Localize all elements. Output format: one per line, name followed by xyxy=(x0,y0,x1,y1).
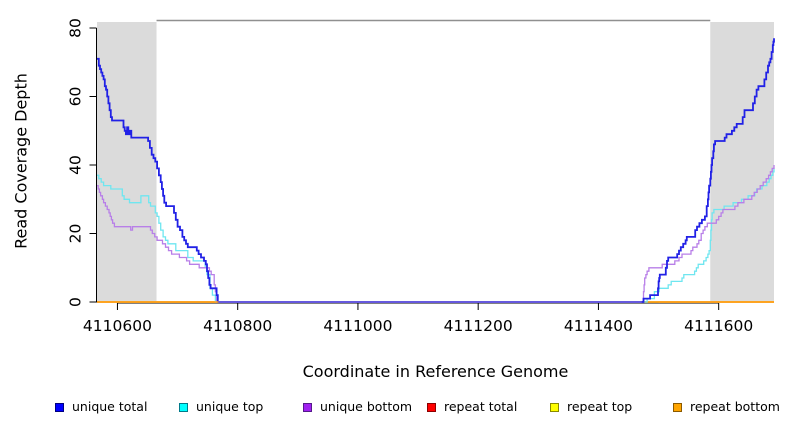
legend-label: repeat top xyxy=(567,399,633,414)
x-tick-label: 4111600 xyxy=(684,317,753,335)
legend-label: repeat bottom xyxy=(690,399,780,414)
series-line-unique-top xyxy=(97,168,775,303)
x-tick-label: 4110800 xyxy=(203,317,272,335)
y-tick-label: 0 xyxy=(67,297,85,307)
legend-item-repeat-bottom: repeat bottom xyxy=(673,396,780,418)
x-tick-label: 4111400 xyxy=(564,317,633,335)
legend-swatch-unique-bottom xyxy=(303,402,312,412)
coverage-plot-canvas: 0 20 40 60 80 4110600 4110800 4111000 4111200 411… xyxy=(67,18,775,335)
y-tick-label: 20 xyxy=(67,224,85,244)
legend: unique total unique top unique bottom repea… xyxy=(0,396,792,426)
series-line-unique-total xyxy=(97,38,775,303)
shaded-region-right xyxy=(710,22,774,302)
y-tick-label: 60 xyxy=(67,87,85,107)
legend-label: unique top xyxy=(196,399,264,414)
y-tick-label: 80 xyxy=(67,18,85,38)
x-axis-title: Coordinate in Reference Genome xyxy=(302,362,569,381)
x-tick-label: 4111000 xyxy=(323,317,392,335)
y-axis-title: Read Coverage Depth xyxy=(11,73,31,249)
legend-swatch-repeat-total xyxy=(427,402,436,412)
legend-item-repeat-total: repeat total xyxy=(427,396,517,418)
legend-swatch-unique-top xyxy=(179,402,188,412)
legend-label: repeat total xyxy=(444,399,518,414)
shaded-region-left xyxy=(97,22,157,302)
legend-swatch-repeat-bottom xyxy=(673,402,682,412)
y-tick-label: 40 xyxy=(67,155,85,175)
legend-label: unique total xyxy=(72,399,148,414)
legend-label: unique bottom xyxy=(320,399,413,414)
legend-item-unique-total: unique total xyxy=(55,396,147,418)
legend-item-unique-bottom: unique bottom xyxy=(303,396,412,418)
legend-swatch-unique-total xyxy=(55,402,64,412)
legend-item-unique-top: unique top xyxy=(179,396,263,418)
legend-item-repeat-top: repeat top xyxy=(550,396,632,418)
legend-swatch-repeat-top xyxy=(550,402,559,412)
series-line-unique-bottom xyxy=(97,165,775,303)
x-tick-label: 4111200 xyxy=(444,317,513,335)
x-tick-label: 4110600 xyxy=(83,317,152,335)
